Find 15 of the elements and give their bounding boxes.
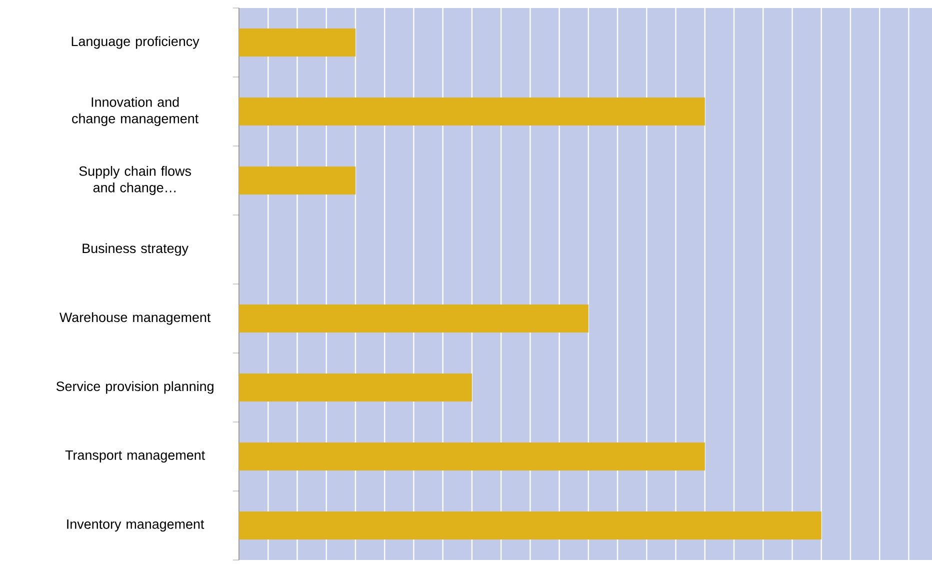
bar (239, 304, 588, 333)
bar (239, 374, 472, 402)
y-tick-label: Language proficiency (72, 36, 200, 49)
y-tick-label: Service provision planning (56, 381, 214, 394)
y-tick-label: Transport management (65, 450, 205, 463)
y-tick-label: Business strategy (82, 243, 188, 256)
bar (239, 442, 705, 471)
bar (239, 28, 356, 57)
y-tick-label: Supply chain flows and change… (79, 166, 191, 195)
y-tick-label: Innovation and change management (72, 97, 198, 126)
bar (239, 512, 822, 540)
y-tick-label: Inventory management (67, 519, 204, 532)
y-tick-label: Warehouse management (59, 312, 211, 325)
bar (239, 166, 356, 195)
bar (239, 98, 705, 126)
